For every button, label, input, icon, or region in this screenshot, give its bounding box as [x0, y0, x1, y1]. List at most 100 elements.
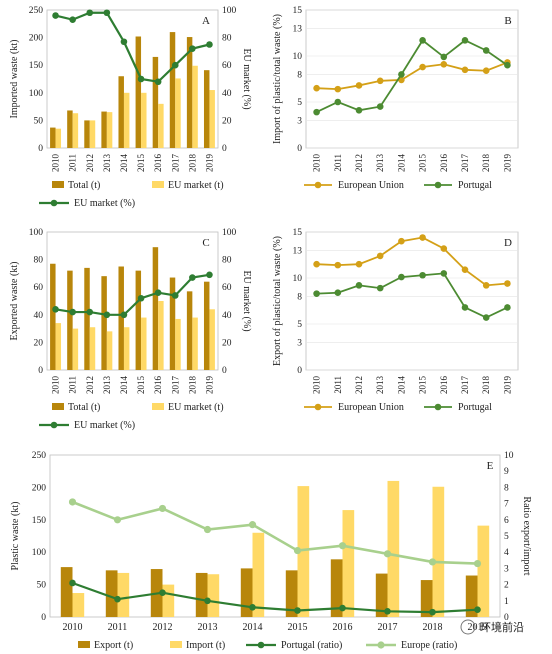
panel-e-ytick: 0 [41, 613, 46, 623]
panel-a-xtick: 2013 [102, 154, 112, 173]
panel-a-legend-eu-swatch [152, 181, 164, 188]
panel-d-ylabel: Export of plastic/total waste (%) [272, 236, 283, 366]
panel-e-xtick: 2016 [333, 622, 353, 633]
panel-a-point-eu-pct [154, 78, 162, 86]
panel-b-point-eu [419, 63, 426, 71]
panel-e-bar-import [432, 486, 445, 617]
panel-e-bar-export [420, 580, 433, 617]
panel-a-bar-eu [141, 92, 147, 148]
panel-d-legend-eu-marker [314, 403, 322, 411]
panel-e-y2tick: 0 [504, 613, 509, 623]
panel-b-xtick: 2015 [418, 154, 428, 173]
panel-a-y2tick: 100 [222, 6, 237, 16]
panel-a-bar-total [152, 56, 159, 148]
panel-e-xtick: 2011 [108, 622, 128, 633]
panel-d-point-pt [355, 282, 363, 289]
panel-c-line-eu-pct [55, 273, 210, 316]
panel-d-point-pt [313, 290, 320, 297]
panel-c-ytick: 60 [34, 283, 44, 293]
panel-c-point-eu-pct [189, 274, 196, 281]
panel-a-bar-eu [158, 103, 164, 148]
panel-b-line-eu [316, 61, 508, 91]
panel-c-frame [46, 231, 219, 371]
panel-a-bar-eu [175, 78, 181, 148]
panel-b-point-eu [313, 84, 320, 92]
panel-b-point-pt [504, 61, 511, 69]
panel-b-xtick: 2016 [439, 154, 449, 173]
panel-b-ytick: 10 [293, 52, 303, 62]
panel-a-frame [46, 9, 219, 149]
panel-e-legend-export-swatch [78, 641, 90, 648]
panel-a-xtick: 2010 [51, 154, 61, 173]
panel-d-legend-eu: European Union [338, 402, 404, 413]
panel-e-xtick: 2018 [423, 622, 443, 633]
panel-a-point-eu-pct [189, 45, 196, 52]
panel-c-bar-total [186, 291, 193, 370]
panel-e-bar-export [240, 568, 253, 617]
panel-d-point-eu [334, 261, 342, 269]
panel-e-legend-import: Import (t) [186, 640, 225, 651]
panel-c-xtick: 2016 [153, 376, 163, 395]
panel-e-xtick: 2014 [243, 622, 263, 633]
panel-e-ytick: 200 [32, 483, 47, 493]
panel-d-xtick: 2010 [312, 376, 322, 395]
panel-a-bar-total [50, 127, 56, 148]
panel-d-point-eu [440, 245, 448, 252]
panel-a-point-eu-pct [137, 75, 145, 83]
panel-c-point-eu-pct [154, 289, 162, 297]
panel-b-point-eu [355, 82, 363, 89]
panel-a-xtick: 2012 [85, 154, 95, 172]
panel-a-bar-eu [72, 113, 79, 148]
panel-c-legend-pct-marker [50, 421, 58, 429]
panel-e-xtick: 2013 [198, 622, 218, 633]
panel-d-point-eu [461, 266, 469, 274]
panel-a-ytick: 200 [29, 34, 44, 44]
panel-a-bar-eu [209, 90, 215, 148]
panel-d-point-pt [482, 314, 490, 321]
panel-e-y2tick: 4 [504, 548, 509, 558]
panel-e-bar-import [252, 532, 265, 617]
panel-e-bar-import [297, 486, 310, 617]
watermark-text: 环境前沿 [480, 620, 524, 634]
panel-a-bar-eu [55, 128, 62, 148]
panel-e-y2tick: 7 [504, 500, 509, 510]
panel-a-bar-total [203, 70, 210, 148]
panel-a-xtick: 2018 [187, 154, 197, 173]
panel-e-point-portugal [249, 603, 256, 611]
panel-c-ylabel: Exported waste (kt) [9, 262, 20, 341]
panel-a-xtick: 2016 [153, 154, 163, 173]
panel-e-point-portugal [69, 579, 76, 587]
panel-a-bar-total [84, 120, 90, 148]
panel-e-xtick: 2019 [468, 622, 488, 633]
panel-a-bar-eu [106, 112, 113, 148]
panel-b-xtick: 2019 [502, 154, 512, 173]
panel-b-point-pt [334, 98, 342, 106]
panel-d-xtick: 2015 [418, 376, 428, 395]
panel-a-point-eu-pct [86, 9, 94, 17]
panel-a-label: A [202, 15, 210, 27]
panel-d-ytick: 0 [297, 366, 302, 376]
panel-c-y2tick: 60 [222, 283, 232, 293]
panel-b-legend-eu-marker [314, 181, 322, 189]
panel-c-y2tick: 100 [222, 228, 237, 238]
panel-e-legend-export: Export (t) [94, 640, 133, 651]
panel-c-ytick: 100 [29, 228, 44, 238]
panel-d-ytick: 8 [297, 292, 302, 302]
panel-e-point-europe [203, 525, 212, 534]
panel-c-y2tick: 0 [222, 366, 227, 376]
panel-d-xtick: 2011 [333, 376, 343, 394]
panel-c-xtick: 2013 [102, 376, 112, 395]
panel-e-bar-import [117, 572, 130, 617]
panel-d-xtick: 2017 [460, 376, 470, 395]
panel-a-line-eu-pct [55, 11, 210, 83]
panel-e-y2tick: 8 [504, 483, 509, 493]
panel-a-point-eu-pct [52, 12, 59, 19]
panel-e-point-portugal [474, 606, 481, 614]
panel-e-xtick: 2015 [288, 622, 308, 633]
panel-d-ytick: 3 [297, 338, 302, 348]
panel-b-xtick: 2011 [333, 154, 343, 172]
panel-e-point-europe [68, 498, 77, 506]
panel-c-point-eu-pct [120, 311, 128, 319]
panel-c-bar-eu [55, 323, 62, 370]
panel-a-ytick: 250 [29, 6, 44, 16]
